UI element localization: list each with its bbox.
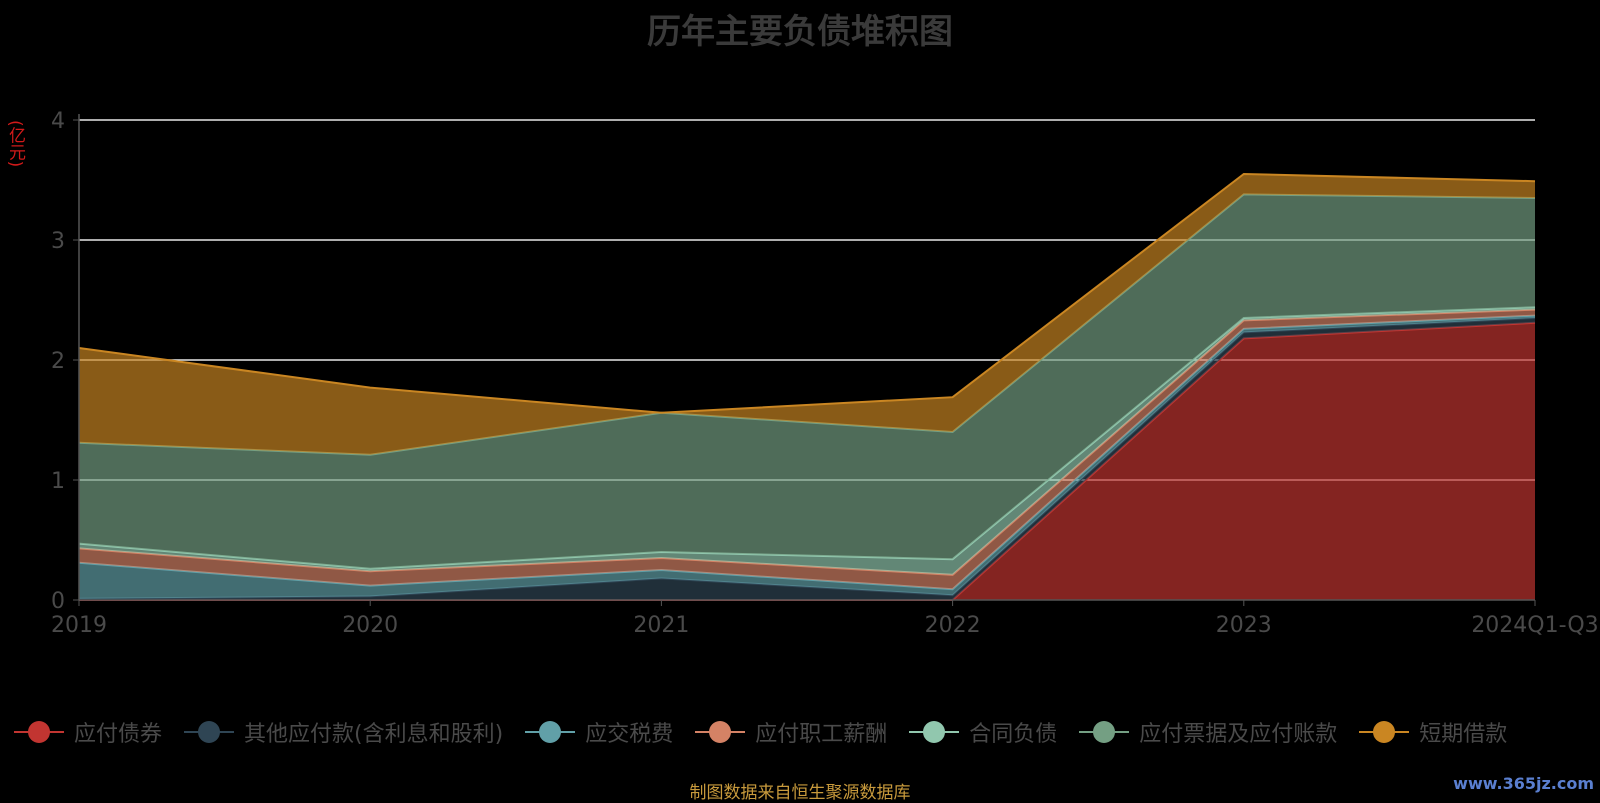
area-series-3 bbox=[79, 309, 1535, 590]
legend-label-5: 应付票据及应付账款 bbox=[1139, 722, 1338, 747]
legend-item-0[interactable]: 应付债券 bbox=[14, 716, 162, 748]
legend-item-5[interactable]: 应付票据及应付账款 bbox=[1079, 716, 1337, 748]
legend-swatch-3 bbox=[695, 721, 746, 743]
axis-layer: 0 1 2 3 4 2019 2020 2021 2022 2023 2024Q1-Q3 bbox=[51, 109, 1599, 638]
chart-title: 历年主要负债堆积图 bbox=[647, 12, 953, 52]
legend-label-6: 短期借款 bbox=[1419, 722, 1508, 747]
y-axis-unit-label: (亿元) bbox=[5, 120, 25, 168]
area-series-5 bbox=[79, 194, 1535, 569]
area-series-0 bbox=[79, 322, 1535, 600]
y-tick-label-1: 1 bbox=[51, 469, 65, 494]
line-series-3 bbox=[78, 308, 1536, 576]
legend-swatch-5 bbox=[1079, 721, 1130, 743]
watermark: www.365jz.com bbox=[1453, 774, 1594, 793]
y-tick-label-0: 0 bbox=[51, 589, 65, 614]
x-tick-label-1: 2020 bbox=[342, 613, 398, 638]
legend-swatch-6 bbox=[1359, 721, 1410, 743]
legend-label-1: 其他应付款(含利息和股利) bbox=[244, 722, 504, 747]
stacked-area-chart: 0 1 2 3 4 2019 2020 2021 2022 2023 2024Q1-Q3 bbox=[51, 109, 1599, 638]
y-tick-label-2: 2 bbox=[51, 349, 65, 374]
line-series-6 bbox=[78, 172, 1536, 414]
legend-swatch-0 bbox=[14, 721, 64, 743]
x-tick-label-5: 2024Q1-Q3 bbox=[1471, 613, 1598, 638]
legend-swatch-1 bbox=[184, 721, 235, 743]
area-layer bbox=[78, 172, 1536, 601]
x-tick-label-3: 2022 bbox=[925, 613, 981, 638]
legend-item-2[interactable]: 应交税费 bbox=[525, 716, 673, 748]
area-series-6 bbox=[79, 174, 1535, 455]
legend-label-3: 应付职工薪酬 bbox=[755, 722, 888, 747]
x-tick-label-2: 2021 bbox=[633, 613, 689, 638]
legend-label-0: 应付债券 bbox=[74, 722, 163, 747]
y-tick-label-3: 3 bbox=[51, 229, 65, 254]
legend: 应付债券 其他应付款(含利息和股利) 应交税费 应付职工薪酬 合同负债 应付票据及应付账款… bbox=[14, 716, 1529, 748]
x-tick-label-0: 2019 bbox=[51, 613, 107, 638]
legend-swatch-2 bbox=[525, 721, 576, 743]
legend-swatch-4 bbox=[909, 721, 960, 743]
legend-item-6[interactable]: 短期借款 bbox=[1359, 716, 1507, 748]
legend-label-2: 应交税费 bbox=[585, 722, 674, 747]
y-tick-label-4: 4 bbox=[51, 109, 65, 134]
source-note: 制图数据来自恒生聚源数据库 bbox=[689, 783, 911, 803]
legend-label-4: 合同负债 bbox=[969, 722, 1058, 747]
legend-item-3[interactable]: 应付职工薪酬 bbox=[695, 716, 887, 748]
legend-item-1[interactable]: 其他应付款(含利息和股利) bbox=[184, 716, 503, 748]
legend-item-4[interactable]: 合同负债 bbox=[909, 716, 1057, 748]
x-tick-label-4: 2023 bbox=[1216, 613, 1272, 638]
